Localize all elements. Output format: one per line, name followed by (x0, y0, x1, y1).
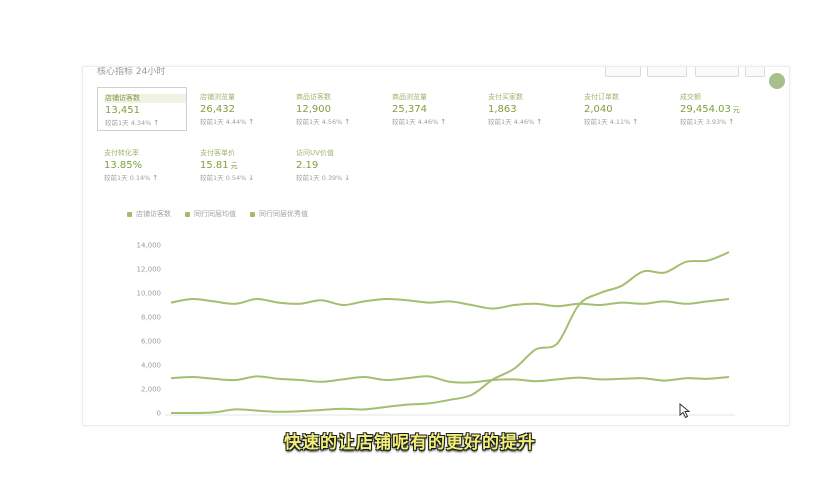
trend-up-icon: ↑ (152, 174, 159, 182)
metric-value: 13.85% (104, 160, 143, 171)
metric-label: 店铺访客数 (105, 94, 186, 103)
header-button-2[interactable] (647, 67, 687, 77)
header-button-4[interactable] (745, 67, 765, 77)
metric-card[interactable]: 支付订单数 2,040 较前1天 4.11% ↑ (577, 87, 667, 131)
y-tick-label: 2,000 (141, 386, 161, 394)
legend-item-visitors[interactable]: 店铺访客数 (127, 209, 171, 219)
metric-value: 26,432 (200, 104, 235, 115)
metric-compare: 较前1天 4.46% ↑ (392, 118, 447, 126)
metric-label: 访问UV价值 (296, 149, 334, 157)
metric-card[interactable]: 店铺浏览量 26,432 较前1天 4.44% ↑ (193, 87, 283, 131)
metric-value: 13,451 (105, 105, 140, 116)
metric-label: 店铺浏览量 (200, 93, 235, 101)
metric-card[interactable]: 店铺访客数 13,451 较前1天 4.34% ↑ (97, 87, 187, 131)
y-tick-label: 8,000 (141, 314, 161, 322)
metric-unit: 元 (732, 106, 740, 114)
metric-label: 成交额 (680, 93, 701, 101)
trend-up-icon: ↑ (536, 118, 543, 126)
metric-label: 支付买家数 (488, 93, 523, 101)
metric-label: 商品浏览量 (392, 93, 427, 101)
trend-up-icon: ↑ (728, 118, 735, 126)
trend-line-chart: 0 2,000 4,000 6,000 8,000 10,000 12,000 14,000 (137, 242, 735, 418)
metric-card[interactable]: 支付买家数 1,863 较前1天 4.46% ↑ (481, 87, 571, 131)
metric-compare: 较前1天 3.93% ↑ (680, 118, 735, 126)
metric-value: 29,454.03 元 (680, 104, 740, 115)
metric-compare: 较前1天 0.54% ↓ (200, 174, 255, 182)
y-tick-label: 0 (157, 410, 161, 418)
legend-item-peer-excellent[interactable]: 同行同层优秀值 (250, 209, 308, 219)
metric-compare: 较前1天 4.11% ↑ (584, 118, 639, 126)
metric-card[interactable]: 商品访客数 12,900 较前1天 4.56% ↑ (289, 87, 379, 131)
metric-value: 12,900 (296, 104, 331, 115)
trend-up-icon: ↑ (632, 118, 639, 126)
series-line-1[interactable] (170, 251, 730, 415)
trend-up-icon: ↑ (344, 118, 351, 126)
chart-legend: 店铺访客数 同行同层均值 同行同层优秀值 (127, 209, 308, 219)
metric-compare: 较前1天 0.39% ↓ (296, 174, 351, 182)
header-button-3[interactable] (695, 67, 739, 77)
trend-up-icon: ↑ (248, 118, 255, 126)
legend-swatch-icon (127, 211, 132, 217)
y-tick-label: 12,000 (137, 266, 162, 274)
legend-swatch-icon (185, 211, 190, 217)
metric-label: 支付客单价 (200, 149, 235, 157)
series-line-3[interactable] (170, 297, 730, 310)
metric-card[interactable]: 访问UV价值 2.19 较前1天 0.39% ↓ (289, 143, 379, 187)
trend-down-icon: ↓ (248, 174, 255, 182)
metric-value: 2.19 (296, 160, 319, 171)
panel-header-title: 核心指标 24小时 (97, 67, 166, 77)
y-tick-label: 10,000 (137, 290, 162, 298)
trend-up-icon: ↑ (440, 118, 447, 126)
legend-swatch-icon (250, 211, 255, 217)
header-button-1[interactable] (605, 67, 641, 77)
y-tick-label: 4,000 (141, 362, 161, 370)
trend-up-icon: ↑ (153, 119, 160, 127)
help-icon[interactable] (769, 73, 785, 89)
metric-compare: 较前1天 4.56% ↑ (296, 118, 351, 126)
metric-card[interactable]: 成交额 29,454.03 元较前1天 3.93% ↑ (673, 87, 763, 131)
metrics-panel: 核心指标 24小时 店铺访客数 13,451 较前1天 4.34% ↑ 店铺浏览量 26,… (82, 66, 790, 426)
metric-card[interactable]: 支付转化率 13.85% 较前1天 0.14% ↑ (97, 143, 187, 187)
video-subtitle: 快速的让店铺呢有的更好的提升 (284, 433, 536, 453)
metric-label: 支付订单数 (584, 93, 619, 101)
metric-compare: 较前1天 4.44% ↑ (200, 118, 255, 126)
metric-value: 2,040 (584, 104, 613, 115)
metric-label: 支付转化率 (104, 149, 139, 157)
series-line-2[interactable] (170, 375, 730, 384)
y-tick-label: 14,000 (137, 242, 162, 250)
metric-card[interactable]: 商品浏览量 25,374 较前1天 4.46% ↑ (385, 87, 475, 131)
mouse-cursor-icon (679, 403, 691, 419)
y-tick-label: 6,000 (141, 338, 161, 346)
metric-compare: 较前1天 4.34% ↑ (105, 119, 160, 127)
legend-item-peer-average[interactable]: 同行同层均值 (185, 209, 236, 219)
metric-label: 商品访客数 (296, 93, 331, 101)
metric-compare: 较前1天 4.46% ↑ (488, 118, 543, 126)
metric-value: 25,374 (392, 104, 427, 115)
metric-value: 1,863 (488, 104, 517, 115)
trend-down-icon: ↓ (344, 174, 351, 182)
metric-compare: 较前1天 0.14% ↑ (104, 174, 159, 182)
metric-unit: 元 (230, 162, 238, 170)
metric-card[interactable]: 支付客单价 15.81 元较前1天 0.54% ↓ (193, 143, 283, 187)
metric-value: 15.81 元 (200, 160, 238, 171)
